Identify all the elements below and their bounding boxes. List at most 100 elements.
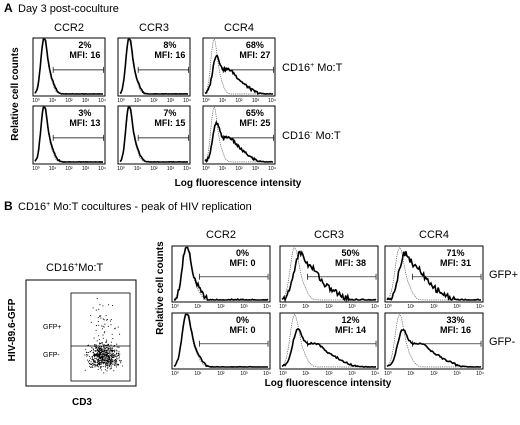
scatter-dot: [95, 344, 97, 346]
scatter-dot: [108, 358, 110, 360]
scatter-dot: [111, 365, 113, 367]
panel-b-r0-c0-tick-0: 10⁰: [171, 304, 179, 310]
scatter-dot: [106, 360, 108, 362]
scatter-dot: [101, 359, 103, 361]
scatter-dot: [113, 354, 115, 356]
scatter-dot: [88, 352, 90, 354]
panel-b-r1-c2-isotype-curve: [386, 313, 481, 368]
panel-b-row-label-0: GFP+: [489, 269, 518, 281]
scatter-dot: [95, 355, 97, 357]
panel-b-r1-c0-tick-3: 10³: [240, 371, 248, 377]
panel-b-title-rest: Mo:T cocultures - peak of HIV replicatio…: [50, 201, 252, 213]
scatter-dot: [109, 320, 111, 322]
scatter-dot: [119, 333, 121, 335]
scatter-dot: [92, 365, 94, 367]
scatter-dot: [101, 348, 103, 350]
scatter-dot: [96, 298, 98, 300]
scatter-dot: [105, 357, 107, 359]
scatter-dot: [101, 354, 103, 356]
scatter-dot: [110, 357, 112, 360]
panel-b-r1-c0-tick-1: 10¹: [194, 371, 202, 377]
scatter-dot: [112, 338, 114, 340]
panel-a-r0-c0-mfi: MFI: 16: [69, 50, 100, 60]
panel-a-r0-c2-mfi: MFI: 27: [239, 50, 270, 60]
scatter-dot: [98, 356, 100, 358]
scatter-dot: [119, 360, 121, 362]
panel-a-r0-c1-frame: [117, 37, 191, 97]
scatter-dot: [89, 357, 91, 359]
scatter-dot: [108, 349, 110, 351]
panel-b-r1-c1-pct: 12%: [342, 315, 360, 325]
scatter-dot: [111, 353, 114, 355]
scatter-dot: [106, 318, 109, 320]
scatter-dot: [113, 355, 115, 357]
scatter-dot: [111, 362, 113, 365]
scatter-dot: [112, 360, 114, 362]
scatter-dot: [102, 325, 104, 327]
scatter-dot: [106, 362, 108, 364]
panel-b-r0-c0-mfi: MFI: 0: [230, 258, 256, 268]
scatter-dot: [115, 352, 118, 354]
scatter-dot: [113, 345, 115, 347]
scatter-dot: [104, 361, 106, 363]
panel-b-col-2: CCR4: [419, 229, 449, 241]
panel-b-r1-c0-tick-4: 10⁴: [263, 371, 271, 377]
panel-a-r0-c1-tick-1: 10¹: [134, 98, 142, 104]
scatter-dot: [91, 356, 93, 358]
panel-letter-b: B: [4, 199, 13, 213]
panel-b-r1-c0-isotype-curve: [173, 313, 268, 368]
scatter-dot: [108, 351, 110, 353]
scatter-dot: [95, 345, 97, 348]
scatter-dot: [110, 359, 112, 361]
scatter-dot: [92, 354, 94, 356]
scatter-dot: [94, 360, 96, 363]
scatter-dot: [101, 355, 103, 358]
panel-b-r0-c1-tick-4: 10⁴: [371, 304, 379, 310]
scatter-dot: [112, 363, 114, 365]
scatter-dot: [101, 341, 103, 344]
scatter-dot: [109, 360, 111, 362]
panel-a-r0-c0-tick-0: 10⁰: [32, 98, 40, 104]
panel-a-r1-c1-isotype-curve: [119, 106, 189, 163]
scatter-dot: [103, 363, 105, 365]
scatter-dot: [109, 362, 111, 364]
panel-b-r1-c2-tick-3: 10³: [453, 371, 461, 377]
scatter-dot: [110, 341, 112, 343]
panel-a-r1-c1-tick-4: 10⁴: [183, 166, 191, 172]
panel-a-r0-c0-tick-3: 10³: [82, 98, 90, 104]
scatter-dot: [92, 366, 94, 368]
panel-a-r1-c1-tick-1: 10¹: [134, 166, 142, 172]
scatter-dot: [96, 354, 98, 356]
scatter-dot: [104, 357, 106, 359]
scatter-dot: [117, 364, 119, 366]
panel-a-r1-c2-frame: [202, 105, 276, 165]
scatter-dot: [111, 360, 113, 363]
scatter-dot: [103, 349, 106, 351]
scatter-dot: [100, 346, 102, 348]
panel-b-r1-c1-tick-4: 10⁴: [371, 371, 379, 377]
panel-b-r0-c2-tick-1: 10¹: [407, 304, 415, 310]
scatter-dot: [114, 349, 116, 351]
scatter-dot: [112, 350, 114, 352]
panel-b-r1-c2-mfi: MFI: 16: [440, 325, 471, 335]
panel-b-r1-c1-isotype-curve: [281, 313, 376, 368]
scatter-dot: [116, 350, 118, 352]
scatter-dot: [103, 351, 105, 353]
scatter-dot: [101, 362, 103, 364]
scatter-dot: [115, 357, 117, 359]
scatter-dot: [118, 363, 120, 365]
scatter-dot: [104, 344, 106, 346]
scatter-dot: [95, 329, 97, 331]
scatter-dot: [115, 353, 117, 355]
scatter-dot: [103, 352, 106, 354]
panel-b-r1-c2-frame: [384, 312, 484, 370]
scatter-dot: [116, 346, 118, 348]
scatter-dot: [115, 360, 117, 362]
scatter-dot: [107, 348, 109, 350]
scatter-dot: [94, 355, 96, 358]
scatter-dot: [97, 356, 99, 358]
scatter-dot: [98, 358, 100, 360]
panel-b-r1-c2-stain-curve: [386, 329, 482, 368]
panel-a-r1-c0-stain-curve: [34, 106, 104, 163]
scatter-dot: [100, 365, 102, 367]
